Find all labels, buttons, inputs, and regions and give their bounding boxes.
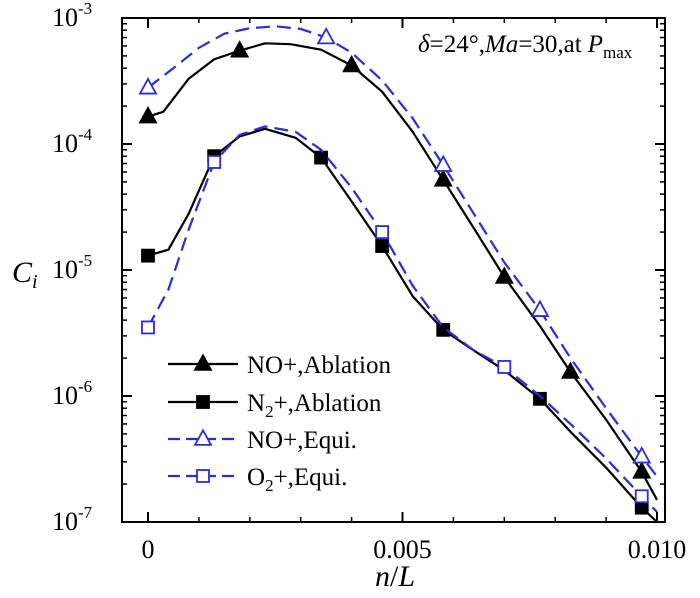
data-point [138,77,158,95]
data-point [316,26,336,45]
annotation-delta: δ [418,31,430,58]
series-3 [141,125,658,513]
y-tick-label-exponent: -6 [78,377,92,396]
legend-label-rest: +,Equi. [274,464,348,491]
series-line [147,125,658,513]
series-line [147,42,658,501]
data-point [433,154,453,172]
y-axis-label-c: C [12,256,33,289]
chart-annotation: δ=24°,Ma=30,at Pmax [418,31,633,62]
y-tick-label-exponent: -7 [78,503,93,522]
y-tick-label-base: 10 [52,3,78,32]
y-tick-label-exponent: -4 [78,125,93,144]
data-point [530,299,550,317]
data-point [433,169,453,187]
data-point [230,40,250,58]
legend-label-rest: +,Ablation [274,390,382,417]
data-point [497,360,512,374]
x-axis-label-l: L [397,560,415,593]
data-point [207,155,222,169]
data-point [141,320,155,335]
legend-label: NO+,Ablation [247,352,391,379]
x-axis-label: n/L [375,560,415,593]
legend-entry: NO+,Ablation [168,352,391,379]
annotation-ma-value: =30,at [518,31,581,58]
y-axis-label: Ci [12,256,38,293]
y-tick-label: 10-5 [52,251,92,284]
legend-label-sub: 2 [265,402,274,421]
axes: 10-310-410-510-610-70 0.005 0.010 [52,0,686,564]
y-tick-label-base: 10 [52,255,78,284]
data-point [436,322,451,337]
annotation-ma: Ma [484,31,518,58]
y-tick-label-exponent: -5 [78,251,92,270]
x-axis-label-n: n [375,560,390,593]
legend-marker [193,353,213,371]
annotation-p: P [587,31,603,58]
legend-marker [196,395,210,409]
legend-label: NO+,Equi. [247,427,357,454]
y-tick-label-exponent: -3 [78,0,92,18]
x-tick-label: 0.010 [628,535,687,564]
annotation-p-sub: max [603,43,633,62]
legend-entry: O2+,Equi. [168,464,347,495]
legend-label-sub: 2 [265,476,274,495]
y-tick-label: 10-6 [52,377,92,410]
x-axis-label-slash: / [390,560,399,593]
y-tick-label-base: 10 [52,381,78,410]
legend-label-main: N [247,390,265,417]
data-point [342,54,362,73]
data-point [494,266,514,284]
data-point [634,489,649,504]
y-tick-label-base: 10 [52,129,78,158]
series-line [147,127,658,523]
data-point [314,150,328,165]
legend-label: N2+,Ablation [247,390,382,421]
y-tick-label: 10-3 [52,0,92,32]
series-line [147,25,658,478]
legend-label: O2+,Equi. [247,464,347,495]
series-0 [138,40,658,501]
legend: NO+,AblationN2+,AblationNO+,Equi.O2+,Equ… [168,352,391,495]
data-point [632,446,652,464]
series-1 [141,127,658,523]
data-point [533,391,547,406]
y-tick-label-base: 10 [52,507,78,536]
data-point [632,461,652,479]
legend-marker [193,428,213,446]
data-point [375,239,390,253]
x-tick-label: 0 [142,535,155,564]
x-ticks [147,18,658,522]
y-tick-label: 10-7 [52,503,93,536]
data-point [375,225,390,239]
data-point [141,248,155,263]
data-point [560,361,580,379]
legend-entry: N2+,Ablation [168,390,382,421]
series-2 [138,25,658,478]
annotation-delta-value: =24°, [430,31,485,58]
data-point [634,500,649,515]
x-tick-label: 0.005 [373,535,432,564]
legend-marker [196,469,210,483]
plot-series [138,25,658,523]
data-point [138,106,158,124]
legend-entry: NO+,Equi. [168,427,357,454]
y-tick-label: 10-4 [52,125,93,158]
y-axis-label-sub: i [32,271,38,293]
legend-label-main: O [247,464,265,491]
